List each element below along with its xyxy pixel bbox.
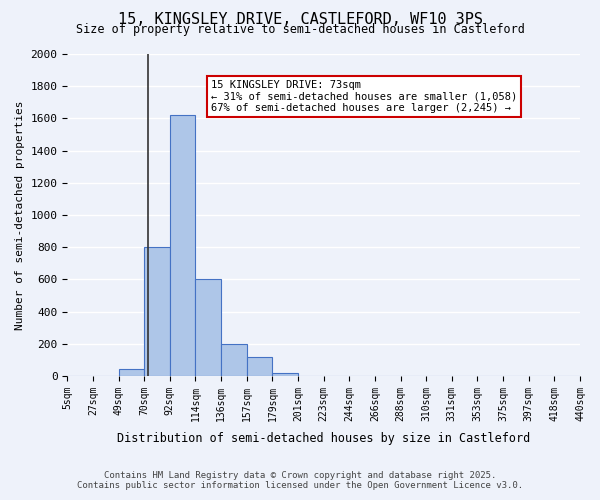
Bar: [221, 344, 247, 376]
Bar: [272, 372, 298, 376]
Bar: [119, 370, 144, 376]
Bar: [247, 356, 272, 376]
Y-axis label: Number of semi-detached properties: Number of semi-detached properties: [15, 100, 25, 330]
Text: 15, KINGSLEY DRIVE, CASTLEFORD, WF10 3PS: 15, KINGSLEY DRIVE, CASTLEFORD, WF10 3PS: [118, 12, 482, 28]
Bar: [170, 115, 196, 376]
Text: Contains HM Land Registry data © Crown copyright and database right 2025.
Contai: Contains HM Land Registry data © Crown c…: [77, 470, 523, 490]
Text: 15 KINGSLEY DRIVE: 73sqm
← 31% of semi-detached houses are smaller (1,058)
67% o: 15 KINGSLEY DRIVE: 73sqm ← 31% of semi-d…: [211, 80, 517, 113]
X-axis label: Distribution of semi-detached houses by size in Castleford: Distribution of semi-detached houses by …: [117, 432, 530, 445]
Bar: [144, 247, 170, 376]
Bar: [196, 280, 221, 376]
Text: Size of property relative to semi-detached houses in Castleford: Size of property relative to semi-detach…: [76, 22, 524, 36]
